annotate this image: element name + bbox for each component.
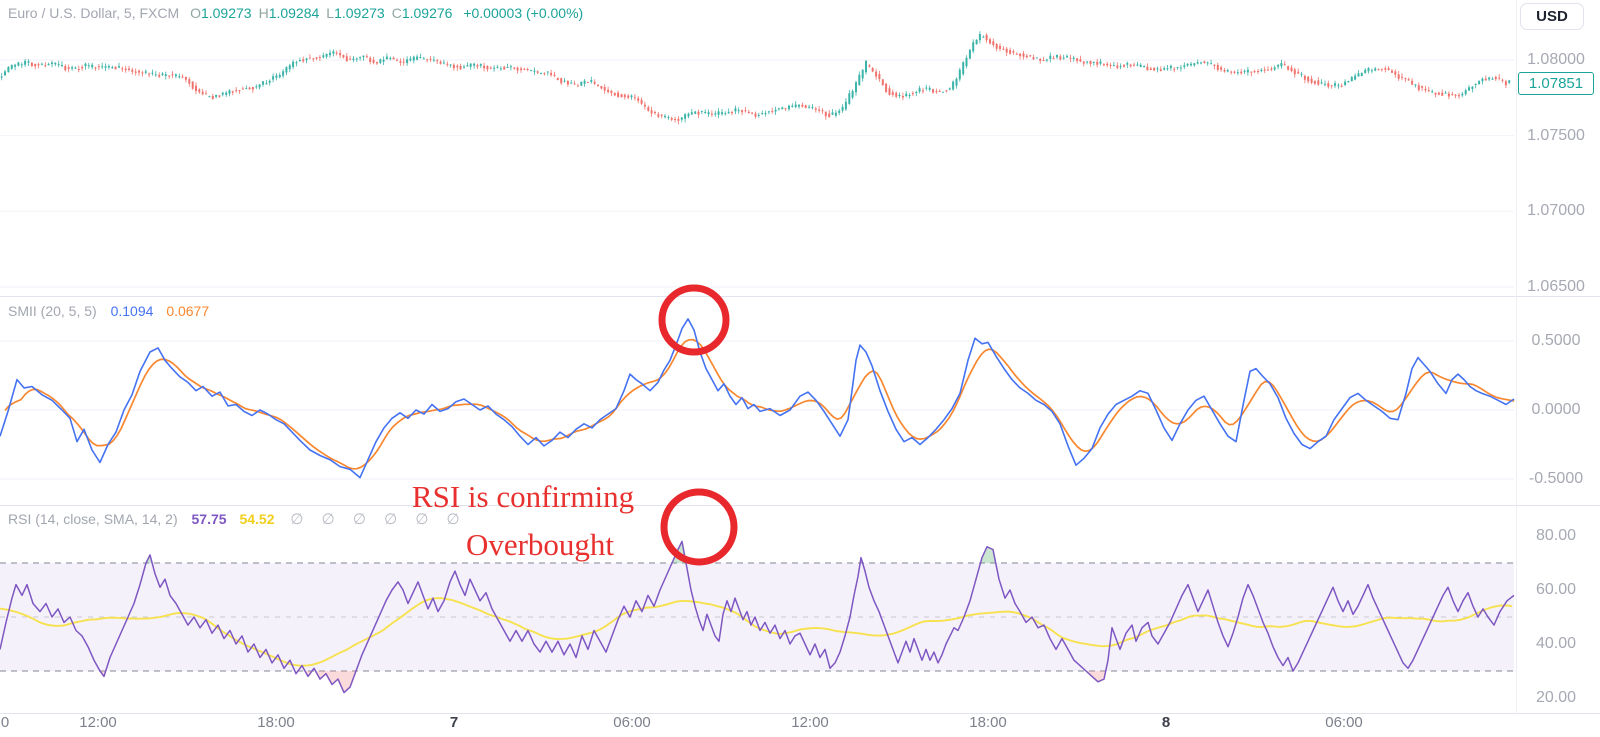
price-axis-label: 1.08000	[1527, 51, 1585, 68]
price-axis-label: 1.06500	[1527, 277, 1585, 295]
last-price-badge: 1.07851	[1518, 71, 1594, 95]
price-axis-label: 1.07000	[1527, 202, 1585, 220]
rsi-axis-label: 20.00	[1535, 689, 1577, 706]
rsi-title: RSI (14, close, SMA, 14, 2)	[8, 511, 178, 527]
rsi-oversold-fill	[100, 671, 1106, 693]
smii-axis-label: 0.5000	[1531, 332, 1581, 349]
ohlc-key: C	[391, 5, 402, 21]
ohlc-value: 1.09273	[334, 5, 385, 21]
rsi-legend[interactable]: RSI (14, close, SMA, 14, 2) 57.75 54.52 …	[8, 510, 467, 528]
smii-legend[interactable]: SMII (20, 5, 5) 0.1094 0.0677	[8, 303, 209, 319]
price-change: +0.00003 (+0.00%)	[463, 5, 584, 21]
time-axis-label: 18:00	[257, 714, 295, 731]
time-axis-label: 18:00	[969, 714, 1007, 731]
price-legend[interactable]: Euro / U.S. Dollar, 5, FXCM O1.09273 H1.0…	[8, 5, 583, 21]
time-axis-label: 12:00	[79, 714, 117, 731]
rsi-axis-label: 40.00	[1535, 635, 1577, 652]
smii-signal-line	[4, 338, 1515, 470]
candle-wicks-up	[1, 31, 1510, 123]
price-axis-label: 1.07500	[1527, 126, 1585, 144]
rsi-axis-label: 60.00	[1535, 581, 1577, 598]
smii-title: SMII (20, 5, 5)	[8, 303, 97, 319]
candle-bodies-down	[30, 34, 1507, 121]
time-axis-label: 0	[0, 714, 10, 731]
rsi-line	[0, 540, 1515, 694]
rsi-empty-values: ∅ ∅ ∅ ∅ ∅ ∅	[290, 511, 467, 528]
smii-axis-label: -0.5000	[1528, 470, 1584, 487]
time-axis-label: 12:00	[791, 714, 829, 731]
annotation-text-line2[interactable]: Overbought	[465, 527, 615, 562]
symbol-title: Euro / U.S. Dollar, 5, FXCM	[8, 5, 180, 21]
annotation-circle-1[interactable]	[658, 284, 730, 356]
rsi-band	[0, 563, 1514, 671]
candle-wicks-down	[31, 33, 1507, 125]
time-axis-day-label: 8	[1161, 714, 1171, 731]
annotation-text-line1[interactable]: RSI is confirming	[411, 479, 635, 514]
ohlc-value: 1.09284	[268, 5, 320, 21]
ohlc-value: 1.09276	[401, 5, 453, 21]
currency-button[interactable]: USD	[1520, 3, 1584, 30]
ohlc-key: L	[326, 5, 335, 21]
ohlc-key: O	[190, 5, 201, 21]
annotation-circle-2[interactable]	[660, 488, 738, 566]
smii-axis-label: 0.0000	[1531, 401, 1581, 418]
time-axis-day-label: 7	[449, 714, 459, 731]
rsi-value-2: 54.52	[239, 511, 275, 527]
ohlc-value: 1.09273	[200, 5, 252, 21]
rsi-value-1: 57.75	[191, 511, 227, 527]
ohlc-values: O1.09273 H1.09284 L1.09273 C1.09276	[183, 5, 452, 21]
time-axis-label: 06:00	[1325, 714, 1363, 731]
smii-line	[0, 318, 1515, 479]
time-axis-label: 06:00	[613, 714, 651, 731]
ohlc-key: H	[258, 5, 269, 21]
smii-value-2: 0.0677	[166, 303, 210, 319]
candle-bodies-up	[0, 34, 1511, 120]
rsi-axis-label: 80.00	[1535, 527, 1577, 544]
smii-value-1: 0.1094	[110, 303, 154, 319]
